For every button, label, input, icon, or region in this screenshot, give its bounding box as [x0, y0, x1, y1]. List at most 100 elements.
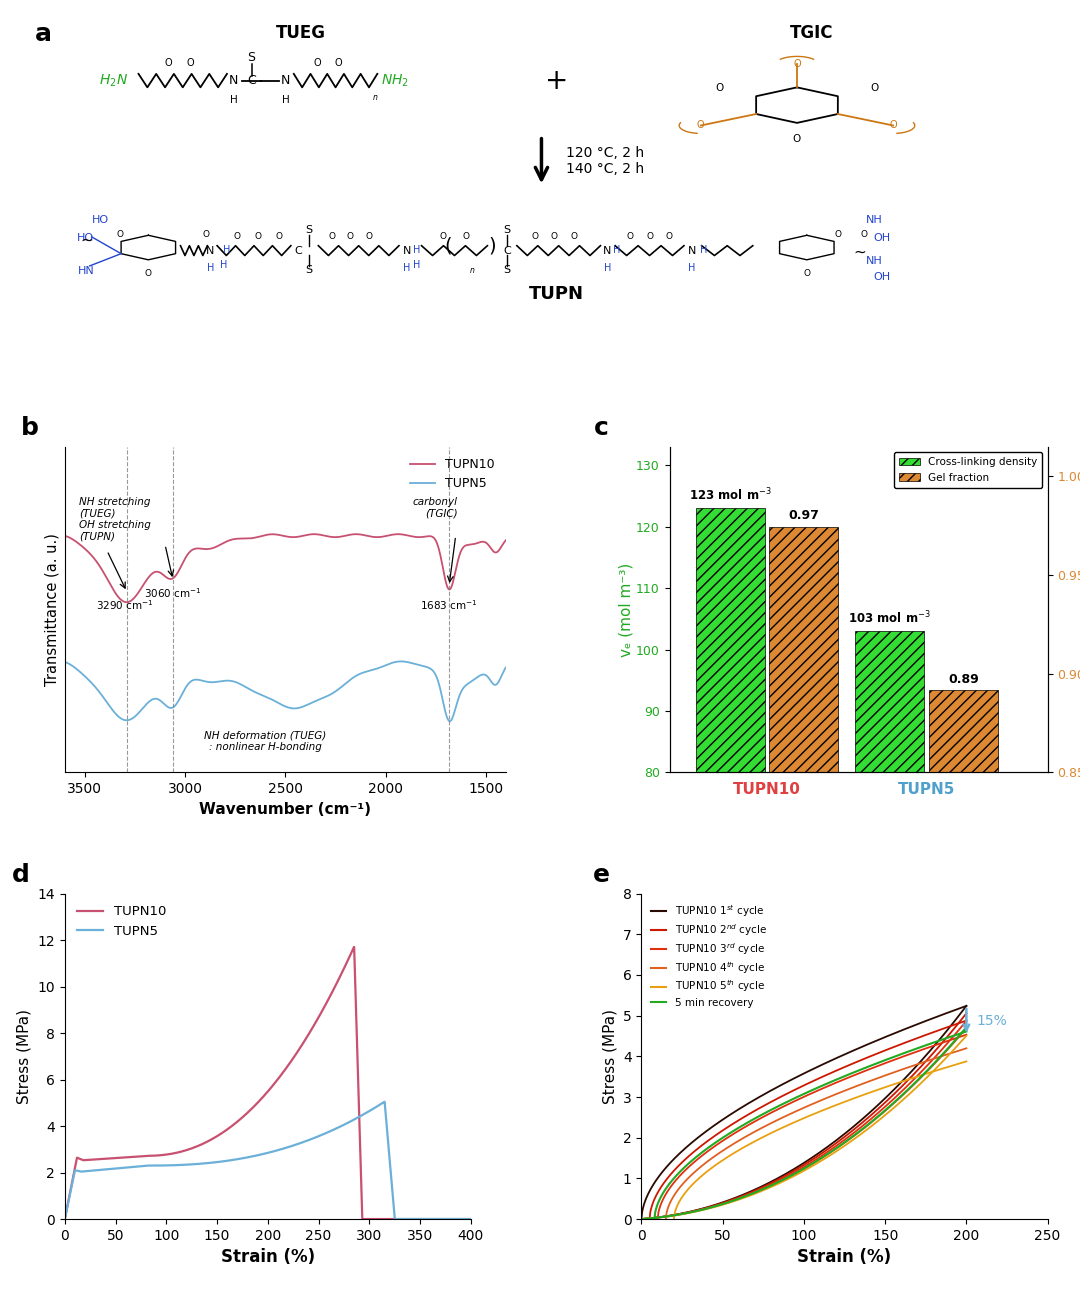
Text: ~: ~ [81, 232, 94, 248]
Text: O: O [715, 84, 724, 93]
TUPN10 [129, 1149, 141, 1165]
Text: 3290 cm$^{-1}$: 3290 cm$^{-1}$ [96, 597, 153, 611]
Text: O: O [187, 58, 194, 68]
TUPN10 [464, 1211, 477, 1227]
Text: 1683 cm$^{-1}$: 1683 cm$^{-1}$ [420, 597, 478, 611]
Text: H: H [224, 245, 231, 255]
Text: H: H [206, 263, 214, 273]
TUPN5 [105, 1161, 118, 1176]
Text: O: O [626, 232, 633, 241]
Text: ): ) [488, 236, 496, 255]
TUPN10 [392, 526, 405, 542]
Text: H: H [613, 245, 621, 255]
Text: H: H [413, 261, 420, 271]
TUPN10 [214, 1126, 227, 1142]
Text: O: O [835, 230, 841, 239]
Line: TUPN10: TUPN10 [65, 534, 505, 602]
Text: O: O [255, 232, 262, 241]
Text: NH: NH [866, 215, 882, 224]
Text: O: O [313, 58, 321, 68]
TUPN5 [58, 1211, 71, 1227]
Text: NH: NH [866, 257, 882, 266]
Y-axis label: vₑ (mol m⁻³): vₑ (mol m⁻³) [618, 562, 633, 657]
Text: C: C [503, 245, 511, 255]
Text: c: c [594, 417, 609, 440]
TUPN10 [231, 1113, 244, 1129]
Text: S: S [305, 226, 312, 235]
TUPN10 [105, 1151, 118, 1166]
Line: TUPN5: TUPN5 [65, 662, 505, 721]
TUPN5 [214, 1155, 227, 1170]
TUPN10 [261, 526, 274, 542]
Text: NH deformation (TUEG)
: nonlinear H-bonding: NH deformation (TUEG) : nonlinear H-bond… [204, 730, 326, 752]
Text: O: O [328, 232, 336, 241]
TUPN10 [273, 528, 286, 543]
TUPN10 [487, 543, 500, 559]
Text: O: O [793, 59, 800, 70]
Text: O: O [440, 232, 447, 241]
Text: S: S [503, 226, 511, 235]
Line: TUPN10: TUPN10 [65, 947, 471, 1219]
TUPN5 [273, 695, 286, 711]
TUPN5 [129, 1158, 141, 1174]
TUPN5 [378, 1094, 391, 1109]
Text: 0.97: 0.97 [788, 508, 819, 522]
TUPN10 [58, 528, 71, 543]
Text: O: O [117, 230, 123, 239]
Text: O: O [531, 232, 538, 241]
Text: H: H [220, 259, 228, 270]
Legend: TUPN10 1$^{st}$ cycle, TUPN10 2$^{nd}$ cycle, TUPN10 3$^{rd}$ cycle, TUPN10 4$^{: TUPN10 1$^{st}$ cycle, TUPN10 2$^{nd}$ c… [647, 899, 771, 1011]
Text: S: S [503, 266, 511, 275]
Text: 123 mol m$^{-3}$: 123 mol m$^{-3}$ [689, 486, 771, 503]
Text: (: ( [444, 236, 451, 255]
Legend: Cross-linking density, Gel fraction: Cross-linking density, Gel fraction [893, 451, 1042, 488]
Text: N: N [206, 245, 215, 255]
X-axis label: Strain (%): Strain (%) [797, 1249, 892, 1267]
Text: H: H [604, 263, 611, 273]
Line: TUPN5: TUPN5 [65, 1102, 471, 1219]
Text: 0.89: 0.89 [948, 672, 978, 685]
TUPN5 [487, 676, 500, 691]
Text: H$_2$N: H$_2$N [99, 72, 129, 89]
Text: TUEG: TUEG [275, 25, 326, 43]
Text: TUPN: TUPN [529, 285, 583, 303]
TUPN5 [443, 713, 456, 729]
Text: N: N [603, 245, 611, 255]
X-axis label: Strain (%): Strain (%) [220, 1249, 315, 1267]
TUPN10 [487, 543, 500, 559]
Text: b: b [21, 417, 39, 440]
TUPN5 [81, 671, 94, 686]
TUPN10 [120, 595, 133, 610]
Text: 103 mol m$^{-3}$: 103 mol m$^{-3}$ [849, 610, 931, 626]
Text: 120 °C, 2 h: 120 °C, 2 h [566, 146, 644, 160]
Text: NH$_2$: NH$_2$ [381, 72, 409, 89]
Y-axis label: Stress (MPa): Stress (MPa) [17, 1009, 32, 1104]
Text: O: O [366, 232, 373, 241]
Text: d: d [12, 863, 30, 888]
Text: HO: HO [92, 215, 109, 224]
Text: O: O [233, 232, 240, 241]
Text: $_n$: $_n$ [373, 93, 379, 103]
Text: N: N [229, 74, 239, 88]
Text: C: C [295, 245, 302, 255]
Text: H: H [230, 95, 238, 106]
Text: O: O [145, 268, 152, 277]
TUPN10 [58, 1211, 71, 1227]
Text: C: C [247, 74, 256, 88]
X-axis label: Wavenumber (cm⁻¹): Wavenumber (cm⁻¹) [200, 801, 372, 817]
Bar [696, 508, 765, 773]
Y-axis label: Stress (MPa): Stress (MPa) [603, 1009, 618, 1104]
Legend: TUPN10, TUPN5: TUPN10, TUPN5 [71, 900, 172, 943]
Text: HO: HO [77, 233, 94, 244]
TUPN5 [413, 1211, 426, 1227]
TUPN5 [261, 690, 274, 706]
Text: ~: ~ [853, 245, 866, 259]
Text: H: H [700, 245, 707, 255]
Text: O: O [334, 58, 342, 68]
Text: O: O [889, 120, 897, 130]
Text: HN: HN [78, 266, 94, 276]
Text: $_n$: $_n$ [470, 266, 476, 276]
Text: O: O [697, 120, 704, 130]
TUPN5 [231, 1152, 244, 1167]
TUPN5 [499, 659, 512, 675]
